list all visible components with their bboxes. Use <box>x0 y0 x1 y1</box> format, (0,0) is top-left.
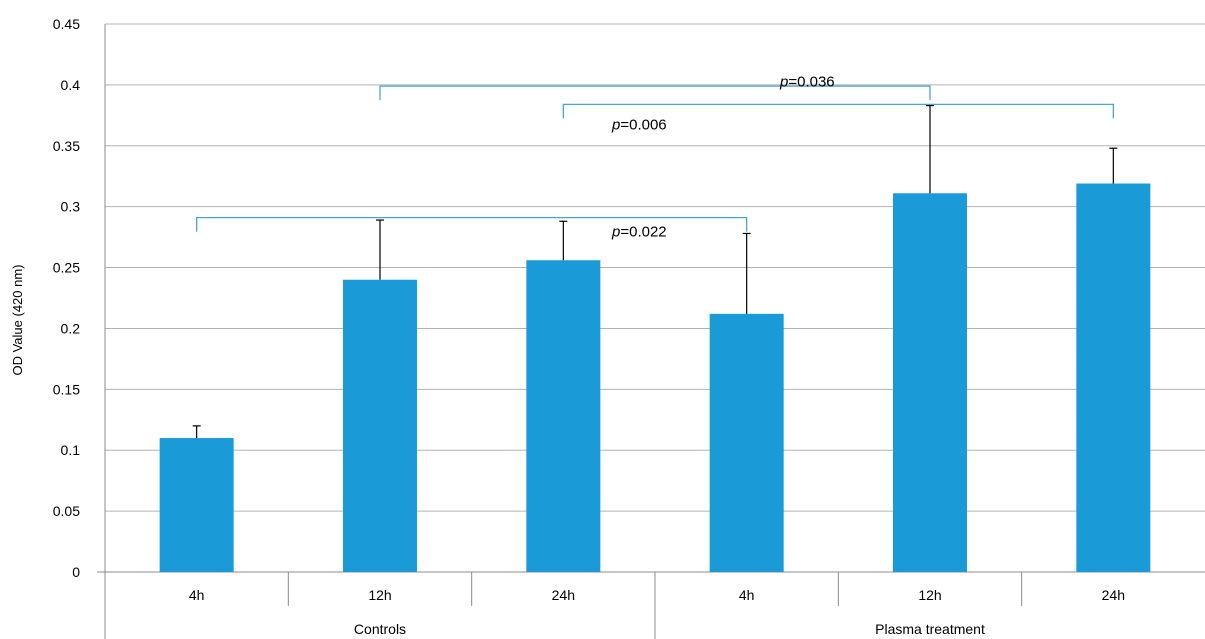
x-tick-label: 24h <box>1102 587 1125 603</box>
significance-bracket <box>379 85 931 101</box>
p-value-label: p=0.006 <box>611 116 667 133</box>
y-tick-label: 0.35 <box>53 138 80 154</box>
bar <box>159 438 234 572</box>
p-symbol: p <box>779 74 788 91</box>
bar <box>709 313 784 572</box>
y-tick-label: 0.4 <box>61 77 81 93</box>
bar <box>526 260 601 572</box>
bar <box>1076 183 1151 573</box>
y-axis-label: OD Value (420 nm) <box>10 264 25 375</box>
x-tick-label: 24h <box>552 587 575 603</box>
p-value: =0.036 <box>788 74 834 91</box>
y-tick-label: 0.05 <box>53 503 80 519</box>
group-label: Controls <box>354 621 406 637</box>
gridlines <box>105 23 1205 512</box>
p-symbol: p <box>611 116 620 133</box>
bar <box>343 279 417 572</box>
y-tick-label: 0 <box>72 564 80 580</box>
labels: 0 0.05 0.1 0.15 0.2 0.25 0.3 0.35 0.4 0.45 4h 12h 24… <box>53 16 1125 637</box>
significance-bracket <box>562 103 1114 119</box>
p-value-label: p=0.022 <box>611 224 667 241</box>
y-tick-label: 0.45 <box>53 16 80 32</box>
significance-bracket <box>196 216 748 232</box>
y-tick-label: 0.15 <box>53 381 80 397</box>
group-label: Plasma treatment <box>875 621 985 637</box>
p-symbol: p <box>611 224 620 241</box>
p-value: =0.022 <box>620 224 666 241</box>
x-tick-label: 12h <box>368 587 391 603</box>
x-tick-label: 12h <box>918 587 941 603</box>
significance-brackets <box>196 85 1114 232</box>
p-value: =0.006 <box>620 116 666 133</box>
x-tick-label: 4h <box>739 587 755 603</box>
y-tick-label: 0.25 <box>53 260 80 276</box>
bar <box>893 193 967 572</box>
bars <box>159 183 1151 573</box>
axes <box>97 24 1205 639</box>
y-tick-label: 0.2 <box>61 320 81 336</box>
error-bars <box>192 104 1118 439</box>
y-tick-label: 0.3 <box>61 199 81 215</box>
p-value-label: p=0.036 <box>779 74 835 91</box>
x-tick-label: 4h <box>189 587 205 603</box>
y-tick-label: 0.1 <box>61 442 81 458</box>
